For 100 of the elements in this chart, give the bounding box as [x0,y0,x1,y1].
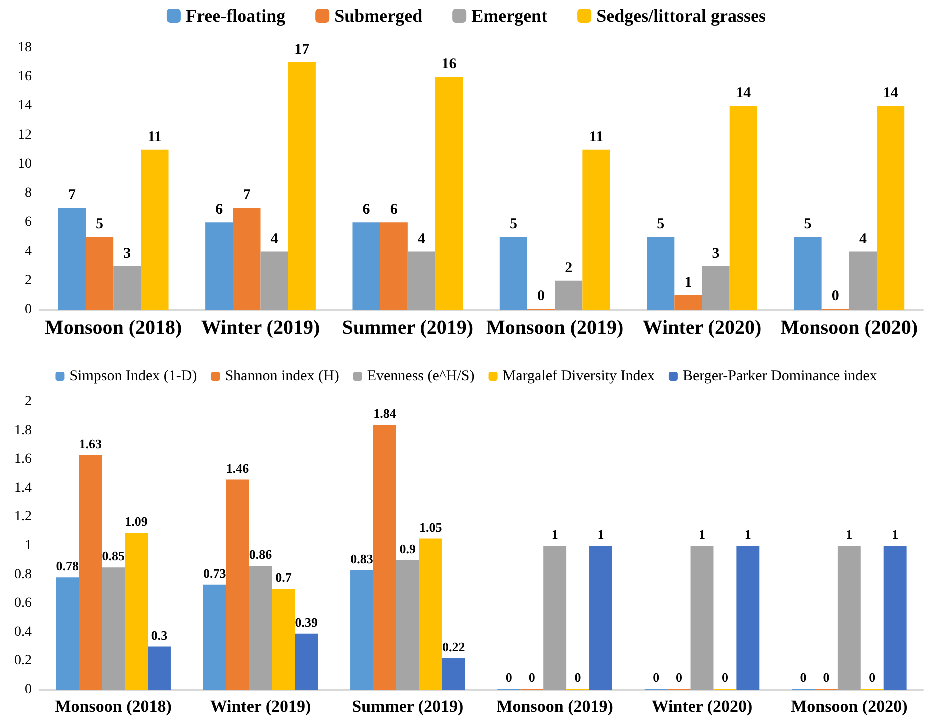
x-tick-label: Winter (2020) [652,697,753,716]
data-label: 0.78 [56,558,80,574]
y-tick-label: 0.4 [14,624,32,640]
legend-label: Submerged [334,6,423,26]
bar [794,237,822,310]
y-tick-label: 1.8 [14,423,32,438]
data-label: 3 [124,246,132,262]
bar [582,150,610,310]
data-label: 0.39 [295,614,319,630]
bar [702,266,730,310]
y-tick-label: 2 [25,394,32,410]
y-tick-label: 0.2 [14,654,32,669]
data-label: 0.9 [400,541,417,556]
data-label: 0.85 [102,548,126,564]
x-tick-label: Monsoon (2020) [791,697,908,716]
y-tick-label: 1.2 [14,510,32,525]
y-tick-label: 14 [18,98,32,114]
legend-label: Margalef Diversity Index [502,368,656,384]
data-label: 1 [699,527,706,542]
data-label: 0 [832,288,840,304]
data-label: 0.22 [442,639,466,654]
x-tick-label: Monsoon (2018) [55,697,172,716]
data-label: 6 [216,202,224,218]
data-label: 7 [243,188,252,204]
bar [849,252,878,310]
data-label: 2 [565,260,573,276]
bar [249,566,272,690]
x-tick-label: Monsoon (2018) [44,317,182,339]
x-tick-label: Summer (2019) [352,697,464,716]
x-tick-label: Monsoon (2019) [496,697,614,716]
bar [419,538,442,690]
data-label: 1 [684,274,692,291]
bar [736,546,760,690]
data-label: 0 [676,670,683,685]
data-label: 14 [883,86,899,102]
data-label: 1 [846,527,853,542]
bar [125,533,148,690]
data-label: 0 [800,670,807,685]
bar [272,589,296,690]
bar [373,425,396,690]
y-tick-label: 4 [25,244,32,260]
data-label: 1.46 [226,460,250,476]
data-label: 1 [598,527,604,542]
data-label: 0 [538,288,546,304]
x-tick-label: Winter (2019) [210,697,312,716]
data-label: 1.63 [79,436,102,452]
data-label: 14 [736,86,752,102]
data-label: 0.7 [276,570,292,586]
y-tick-label: 6 [25,215,32,230]
y-tick-label: 18 [18,40,32,56]
bar [380,222,408,310]
bar [350,570,374,690]
y-tick-label: 10 [18,156,32,172]
bar [352,222,380,310]
legend-label: Free-floating [186,6,286,26]
legend-label: Shannon index (H) [225,368,340,384]
legend-label: Evenness (e^H/S) [367,368,475,384]
data-label: 17 [294,42,310,58]
data-label: 11 [148,129,162,146]
y-tick-label: 1.6 [14,452,32,468]
bar [148,646,171,690]
data-label: 3 [712,246,720,262]
bar [674,295,702,310]
bar [877,106,905,310]
data-label: 0 [574,670,582,685]
bar [233,208,261,310]
data-label: 5 [96,216,104,233]
data-label: 1 [552,527,558,542]
bar [226,480,250,690]
bar [141,150,169,310]
bar [408,252,436,310]
bar [647,237,675,310]
legend-label: Simpson Index (1-D) [70,368,198,384]
legend-label: Sedges/littoral grasses [596,6,766,26]
x-tick-label: Monsoon (2019) [486,317,624,339]
data-label: 5 [510,216,518,233]
data-label: 5 [804,216,812,233]
bar [79,455,102,690]
data-label: 1.05 [420,520,443,535]
y-tick-label: 12 [18,128,32,143]
data-label: 0 [528,670,536,685]
data-label: 4 [418,231,426,248]
data-label: 0.73 [203,566,227,581]
y-tick-label: 16 [18,70,32,85]
bar [436,77,464,310]
data-label: 16 [442,56,458,73]
bar [544,546,567,690]
data-label: 6 [390,202,398,218]
bar [442,658,466,690]
legend-label: Emergent [472,6,548,26]
bar [58,208,86,310]
y-tick-label: 8 [25,186,32,202]
data-label: 0 [653,670,660,685]
data-label: 11 [589,129,604,146]
bar [396,560,420,690]
data-label: 0.83 [350,551,374,566]
data-label: 0.86 [249,547,273,562]
x-tick-label: Monsoon (2020) [780,317,918,339]
bar [56,578,80,690]
bar [690,546,714,690]
